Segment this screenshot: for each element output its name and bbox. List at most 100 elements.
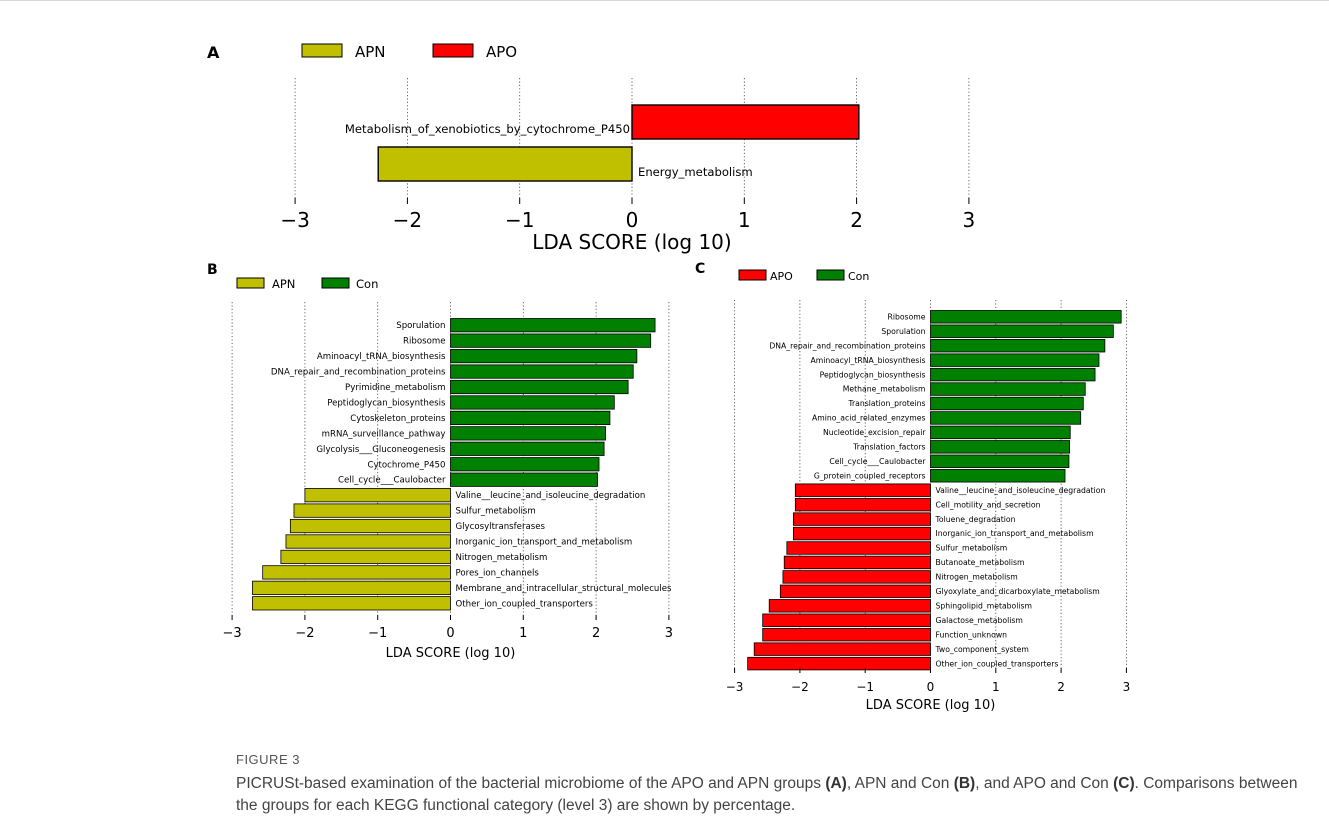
panel-letter: B xyxy=(207,262,218,278)
bar xyxy=(930,353,1100,367)
bar-label: Nitrogen_metabolism xyxy=(936,573,1018,582)
bar-label: Metabolism_of_xenobiotics_by_cytochrome_… xyxy=(345,122,630,136)
x-tick-label: 3 xyxy=(665,626,673,641)
bar xyxy=(792,512,931,526)
bar xyxy=(762,613,931,627)
legend-swatch-apo xyxy=(432,43,474,58)
figure-label: FIGURE 3 xyxy=(236,752,300,767)
bar xyxy=(930,338,1106,353)
bar xyxy=(930,440,1070,454)
x-tick-label: −1 xyxy=(856,680,874,694)
bar-label: Nucleotide_excision_repair xyxy=(823,428,926,437)
bar-label: Valine__leucine_and_isoleucine_degradati… xyxy=(456,491,646,501)
bar-label: Cytoskeleton_proteins xyxy=(350,414,446,424)
x-tick-label: −3 xyxy=(223,626,242,641)
bar xyxy=(794,497,931,512)
bar xyxy=(450,395,615,410)
x-tick-label: 1 xyxy=(738,208,751,232)
bar-label: Aminoacyl_tRNA_biosynthesis xyxy=(317,352,446,362)
bar-label: DNA_repair_and_recombination_proteins xyxy=(271,368,446,378)
bar-label: Translation_factors xyxy=(852,443,925,452)
bar xyxy=(285,534,451,549)
x-tick-label: −2 xyxy=(393,208,422,232)
legend-swatch-con xyxy=(321,277,350,289)
bar-label: Valine__leucine_and_isoleucine_degradati… xyxy=(936,486,1106,495)
bar xyxy=(450,426,606,441)
x-tick-label: 3 xyxy=(1123,680,1131,694)
bar xyxy=(252,580,451,595)
x-tick-label: 0 xyxy=(626,208,639,232)
bar-label: Cell_cycle___Caulobacter xyxy=(338,476,446,486)
bar-label: Sulfur_metabolism xyxy=(456,507,536,517)
caption-segment: . Comparisons between the groups for eac… xyxy=(236,775,1298,814)
x-tick-label: 3 xyxy=(963,208,976,232)
bar-label: mRNA_surveillance_pathway xyxy=(322,429,446,439)
x-axis-label: LDA SCORE (log 10) xyxy=(386,646,516,661)
legend-label-apn: APN xyxy=(355,43,386,61)
bar xyxy=(252,596,451,611)
panel-c xyxy=(734,269,1127,673)
bar xyxy=(450,318,656,333)
bar-label: Glycosyltransferases xyxy=(456,522,546,532)
legend-label-apo: APO xyxy=(770,270,793,283)
bar-label: Glycolysis___Gluconeogenesis xyxy=(316,445,446,455)
top-rule xyxy=(0,0,1329,1)
bar-label: DNA_repair_and_recombination_proteins xyxy=(769,341,925,350)
bar-label: Other_ion_coupled_transporters xyxy=(456,599,594,609)
bar-label: Energy_metabolism xyxy=(638,165,753,179)
bar-label: Sulfur_metabolism xyxy=(936,544,1008,553)
panel-b xyxy=(231,277,670,620)
bar-label: Peptidoglycan_biosynthesis xyxy=(820,370,926,379)
x-tick-label: −3 xyxy=(280,208,309,232)
bar-label: Pores_ion_channels xyxy=(456,568,540,578)
x-tick-label: 0 xyxy=(446,626,454,641)
bar xyxy=(930,324,1114,338)
bar xyxy=(753,642,931,656)
bar xyxy=(930,310,1122,324)
bar xyxy=(930,382,1086,396)
bar xyxy=(792,526,931,541)
bar xyxy=(450,348,638,364)
caption-panel-ref: (A) xyxy=(825,775,847,792)
legend-label-apn: APN xyxy=(272,277,295,291)
x-tick-label: −2 xyxy=(791,680,809,694)
bar xyxy=(289,518,451,534)
bar xyxy=(779,584,931,599)
legend-swatch-apn xyxy=(301,43,343,58)
bar-label: Other_ion_coupled_transporters xyxy=(936,659,1059,668)
bar xyxy=(783,555,931,570)
bar-label: Ribosome xyxy=(403,337,445,347)
x-tick-label: 0 xyxy=(927,680,935,694)
legend-swatch-con xyxy=(816,269,845,281)
caption-panel-ref: (C) xyxy=(1113,775,1135,792)
bar-label: Methane_metabolism xyxy=(843,385,926,394)
x-tick-label: 2 xyxy=(1057,680,1065,694)
bar-label: Cell_cycle___Caulobacter xyxy=(829,457,926,466)
caption-panel-ref: (B) xyxy=(953,775,976,792)
bar-label: Function_unknown xyxy=(936,630,1008,639)
bar xyxy=(450,379,629,395)
bar xyxy=(304,488,451,503)
bar-label: Ribosome xyxy=(888,312,926,321)
bar-label: Cell_motility_and_secretion xyxy=(936,500,1041,509)
legend-swatch-apo xyxy=(738,269,767,281)
caption-segment: PICRUSt-based examination of the bacteri… xyxy=(236,775,826,792)
bar-label: Pyrimidine_metabolism xyxy=(345,383,445,393)
panel-letter: A xyxy=(207,43,220,62)
bar xyxy=(450,441,605,456)
x-tick-label: 2 xyxy=(592,626,600,641)
bar xyxy=(631,104,860,140)
bar-label: Sphingolipid_metabolism xyxy=(936,601,1033,610)
bar-label: Sporulation xyxy=(396,321,445,331)
bar-label: Sporulation xyxy=(881,327,925,336)
bar xyxy=(794,483,931,497)
bar-label: Inorganic_ion_transport_and_metabolism xyxy=(456,538,633,548)
x-tick-label: −1 xyxy=(505,208,534,232)
legend-label-con: Con xyxy=(848,270,869,283)
x-tick-label: 2 xyxy=(850,208,863,232)
panel-letter: C xyxy=(695,261,705,277)
bar-label: G_protein_coupled_receptors xyxy=(814,471,926,480)
x-axis-label: LDA SCORE (log 10) xyxy=(532,230,731,254)
bar-label: Translation_proteins xyxy=(847,399,925,408)
bar-label: Galactose_metabolism xyxy=(936,616,1023,625)
